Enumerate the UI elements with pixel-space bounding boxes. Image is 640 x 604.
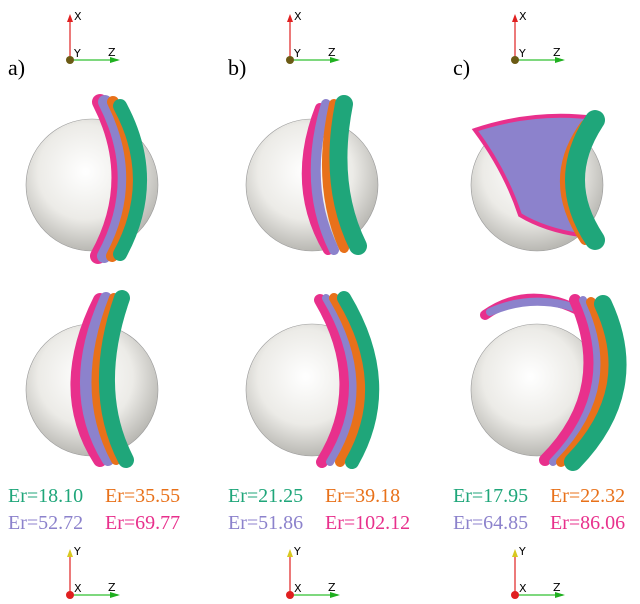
axis-label: X xyxy=(294,10,302,23)
panel-label: c) xyxy=(453,55,470,80)
axis-origin xyxy=(511,591,519,599)
panel-label: a) xyxy=(8,55,25,80)
legend-entry: Er=21.25 xyxy=(228,485,303,507)
axis-label: Z xyxy=(553,46,561,59)
axis-label: Z xyxy=(328,581,336,594)
axis-up-arrow xyxy=(512,549,518,557)
axis-up-arrow xyxy=(512,14,518,22)
axis-label: X xyxy=(519,582,527,595)
axis-up-arrow xyxy=(67,549,73,557)
legend-entry: Er=102.12 xyxy=(325,512,410,534)
axis-label: Y xyxy=(293,545,301,558)
legend-entry: Er=22.32 xyxy=(550,485,625,507)
axis-label: X xyxy=(294,582,302,595)
axis-label: X xyxy=(74,582,82,595)
axis-origin xyxy=(511,56,519,64)
axis-up-arrow xyxy=(67,14,73,22)
axis-label: Z xyxy=(108,46,116,59)
axis-label: Z xyxy=(108,581,116,594)
axis-label: Y xyxy=(293,47,301,60)
legend-entry: Er=39.18 xyxy=(325,485,400,507)
legend-entry: Er=17.95 xyxy=(453,485,528,507)
axis-origin xyxy=(286,56,294,64)
axis-up-arrow xyxy=(287,549,293,557)
axis-label: Y xyxy=(73,545,81,558)
axis-origin xyxy=(286,591,294,599)
axis-label: Z xyxy=(328,46,336,59)
legend-entry: Er=18.10 xyxy=(8,485,83,507)
legend-entry: Er=86.06 xyxy=(550,512,625,534)
legend-entry: Er=64.85 xyxy=(453,512,528,534)
axis-label: Y xyxy=(73,47,81,60)
axis-label: Z xyxy=(553,581,561,594)
figure: a) X Y Z Er=18.10 Er=35.55 Er=52.72 Er=69.77 Y X Z… xyxy=(0,0,640,604)
axis-origin xyxy=(66,56,74,64)
legend-entry: Er=35.55 xyxy=(105,485,180,507)
legend-entry: Er=69.77 xyxy=(105,512,180,534)
panel-label: b) xyxy=(228,55,246,80)
axis-label: Y xyxy=(518,545,526,558)
axis-origin xyxy=(66,591,74,599)
legend-entry: Er=51.86 xyxy=(228,512,303,534)
axis-label: X xyxy=(74,10,82,23)
legend-entry: Er=52.72 xyxy=(8,512,83,534)
axis-label: X xyxy=(519,10,527,23)
axis-label: Y xyxy=(518,47,526,60)
axis-up-arrow xyxy=(287,14,293,22)
